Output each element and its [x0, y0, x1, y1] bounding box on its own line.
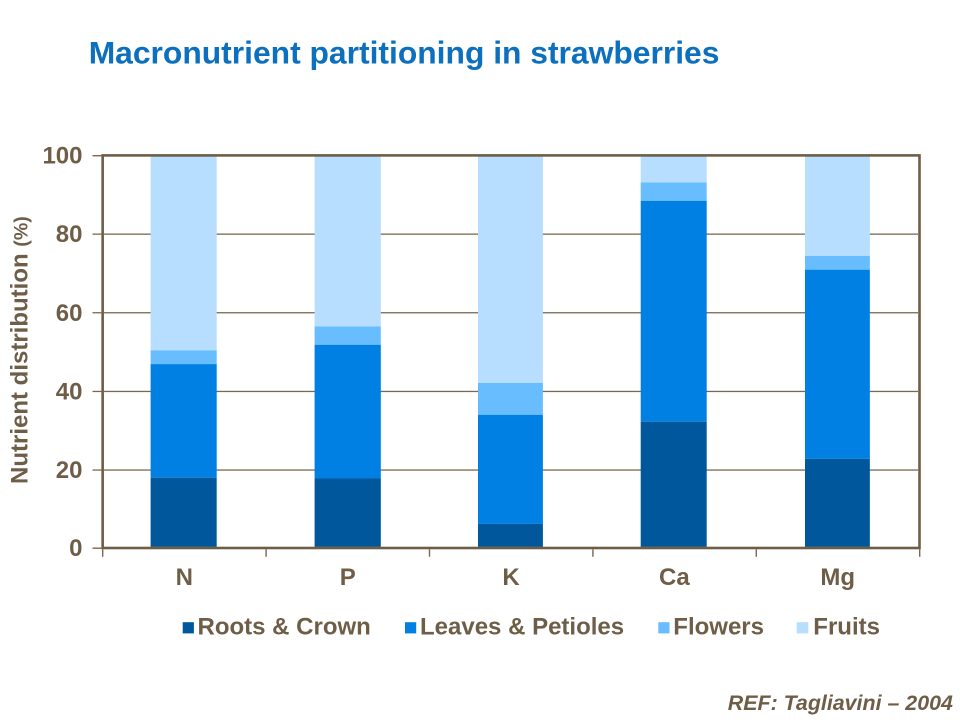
svg-text:80: 80 [56, 221, 83, 248]
svg-text:100: 100 [42, 143, 82, 170]
svg-text:Flowers: Flowers [673, 614, 764, 641]
svg-text:Macronutrient partitioning in: Macronutrient partitioning in strawberri… [89, 35, 720, 71]
svg-text:60: 60 [56, 300, 83, 327]
svg-text:20: 20 [56, 457, 83, 484]
svg-text:40: 40 [56, 379, 83, 406]
svg-text:0: 0 [69, 535, 82, 562]
svg-text:Mg: Mg [820, 564, 855, 591]
svg-text:Roots & Crown: Roots & Crown [198, 614, 371, 641]
svg-text:K: K [502, 564, 520, 591]
svg-text:N: N [176, 564, 193, 591]
svg-text:REF: Tagliavini – 2004: REF: Tagliavini – 2004 [728, 691, 953, 715]
svg-text:Fruits: Fruits [813, 614, 880, 641]
svg-text:P: P [340, 564, 356, 591]
svg-text:Leaves & Petioles: Leaves & Petioles [420, 614, 624, 641]
svg-text:Nutrient distribution (%): Nutrient distribution (%) [7, 216, 34, 484]
svg-text:Ca: Ca [659, 564, 690, 591]
